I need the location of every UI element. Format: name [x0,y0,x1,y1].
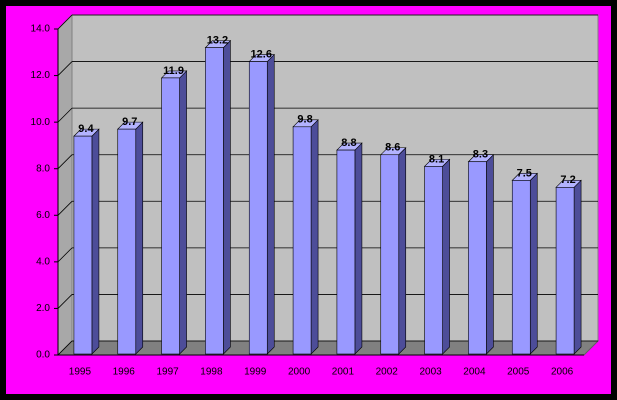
bar [336,149,356,355]
grid-line [57,201,73,216]
bar-side [179,70,187,355]
grid-line [57,154,73,169]
value-label: 12.6 [251,49,272,61]
value-label: 8.8 [341,137,356,149]
bar [511,180,531,355]
bar [380,154,400,355]
value-label: 7.2 [560,174,575,186]
grid-line [57,14,73,30]
side-wall [57,13,73,357]
bar-side [91,128,100,355]
x-tick-label: 2004 [463,367,486,378]
y-tick-label: 2.0 [36,303,50,314]
value-label: 9.7 [122,116,137,128]
grid-line [57,61,73,76]
x-tick-label: 1995 [69,367,92,378]
x-tick-label: 2006 [551,367,574,378]
y-tick-label: 0.0 [36,350,50,361]
x-tick-label: 1999 [244,367,267,378]
grid-line [57,107,73,123]
bar [248,61,268,355]
x-tick-label: 2005 [507,367,530,378]
bar-side [266,53,275,355]
bar [555,187,575,355]
value-label: 8.1 [429,153,444,165]
x-tick-label: 1996 [113,367,136,378]
bar [468,161,487,355]
value-label: 13.2 [207,35,228,47]
value-label: 9.8 [297,114,312,126]
y-tick-label: 10.0 [31,117,51,128]
bar-side [135,121,144,355]
y-tick-label: 14.0 [31,24,51,35]
x-tick-label: 1998 [200,367,223,378]
x-tick-label: 2000 [288,367,311,378]
y-tick-label: 6.0 [36,210,50,221]
y-tick-label: 12.0 [31,70,51,81]
x-tick-label: 2003 [419,367,442,378]
bar-side [398,147,407,355]
bar-side [354,142,363,355]
grid-line [57,294,73,309]
value-label: 8.3 [473,149,488,161]
bar-side [310,119,319,355]
value-label: 8.6 [385,142,400,154]
bar [73,135,93,355]
bar-side [442,158,450,355]
grid-line [57,340,73,356]
bar [424,166,443,355]
bar-side [573,179,582,355]
bar [117,128,137,355]
value-label: 7.5 [517,167,532,179]
y-tick-label: 4.0 [36,256,50,267]
x-tick-label: 2001 [332,367,355,378]
grid-line [57,247,73,263]
y-tick-label: 8.0 [36,163,50,174]
bar-side [486,154,494,355]
bar [205,47,224,355]
bar [292,126,312,355]
x-tick-label: 1997 [156,367,179,378]
bar-side [529,172,538,355]
value-label: 11.9 [163,65,184,77]
value-label: 9.4 [78,123,94,135]
x-tick-label: 2002 [376,367,399,378]
bar [161,77,180,355]
bar-side [223,39,231,355]
